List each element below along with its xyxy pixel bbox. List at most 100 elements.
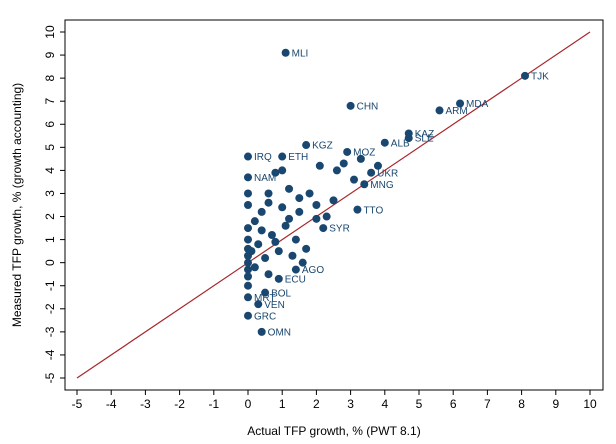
point <box>332 166 341 175</box>
reference-line <box>76 31 591 379</box>
point <box>298 258 307 267</box>
point <box>244 281 252 290</box>
point <box>312 214 321 223</box>
point-label: TJK <box>531 71 549 82</box>
point-label: AGO <box>302 265 324 276</box>
point-label: SYR <box>329 224 350 235</box>
point-label: MLI <box>292 48 309 59</box>
point-label: BOL <box>271 288 291 299</box>
point <box>244 293 252 302</box>
y-tick-label: 6 <box>43 121 57 128</box>
point <box>346 101 355 110</box>
point <box>343 147 352 156</box>
point <box>274 274 283 283</box>
y-tick-label: 9 <box>43 51 57 58</box>
x-tick-label: 4 <box>381 397 388 411</box>
x-tick-label: -4 <box>106 397 117 411</box>
point <box>295 194 304 203</box>
x-tick-label: -3 <box>140 397 151 411</box>
point <box>244 173 252 182</box>
point <box>244 311 252 320</box>
y-tick-label: 10 <box>43 25 57 39</box>
point <box>244 201 252 209</box>
point <box>247 247 256 256</box>
point <box>288 251 297 260</box>
x-tick-label: 10 <box>583 397 597 411</box>
point <box>360 180 369 189</box>
y-tick-label: 0 <box>43 259 57 266</box>
y-tick-label: 7 <box>43 98 57 105</box>
x-tick-label: 6 <box>450 397 457 411</box>
point-label: NAM <box>254 173 276 184</box>
point <box>291 265 300 274</box>
y-tick-label: 5 <box>43 144 57 151</box>
point <box>521 71 530 80</box>
y-tick-label: 2 <box>43 213 57 220</box>
point <box>281 221 290 230</box>
point <box>271 168 280 177</box>
point <box>244 189 252 198</box>
y-tick-label: 3 <box>43 190 57 197</box>
x-tick-label: 5 <box>416 397 423 411</box>
point <box>329 196 338 205</box>
point <box>244 224 252 233</box>
point-label: ARM <box>446 106 468 117</box>
point <box>264 189 273 198</box>
point <box>291 235 300 244</box>
point <box>380 138 389 147</box>
point <box>456 99 465 108</box>
y-tick-label: -2 <box>43 303 57 314</box>
point <box>254 300 263 309</box>
point <box>339 159 348 168</box>
point-label: TTO <box>363 205 383 216</box>
point <box>257 207 266 216</box>
point-label: UKR <box>377 168 398 179</box>
point-label: GRC <box>254 311 276 322</box>
point <box>257 327 266 336</box>
point <box>353 205 362 214</box>
point <box>244 258 252 267</box>
point <box>274 247 283 256</box>
point <box>281 48 290 57</box>
x-tick-label: 3 <box>347 397 354 411</box>
point <box>319 224 328 233</box>
x-tick-label: 0 <box>245 397 252 411</box>
point-label: MNG <box>370 180 394 191</box>
point <box>267 230 276 239</box>
point <box>244 235 252 244</box>
y-tick-label: 4 <box>43 167 57 174</box>
point <box>278 152 287 161</box>
point-label: VEN <box>264 300 285 311</box>
y-tick-label: 1 <box>43 236 57 243</box>
point-label: ETH <box>288 152 308 163</box>
point <box>271 237 280 246</box>
point <box>315 161 324 170</box>
point <box>264 270 273 279</box>
x-tick-label: 7 <box>484 397 491 411</box>
point <box>295 207 304 216</box>
x-tick-label: -2 <box>174 397 185 411</box>
point <box>435 106 444 115</box>
point <box>244 265 252 274</box>
point-label: KAZ <box>415 129 434 140</box>
point <box>404 134 413 143</box>
y-tick-label: -3 <box>43 326 57 337</box>
point <box>244 272 252 281</box>
point <box>373 161 382 170</box>
point <box>285 214 294 223</box>
point <box>367 168 376 177</box>
point-label: ALB <box>391 138 410 149</box>
point <box>302 141 311 150</box>
point <box>350 175 359 184</box>
point <box>305 189 314 198</box>
x-tick-label: 2 <box>313 397 320 411</box>
point <box>250 263 259 272</box>
point-label: OMN <box>268 328 291 339</box>
point-label: MDA <box>466 99 489 110</box>
point-label: KGZ <box>312 141 333 152</box>
y-tick-label: -5 <box>43 372 57 383</box>
x-tick-label: 1 <box>279 397 286 411</box>
x-tick-label: 9 <box>552 397 559 411</box>
x-tick-label: -5 <box>72 397 83 411</box>
